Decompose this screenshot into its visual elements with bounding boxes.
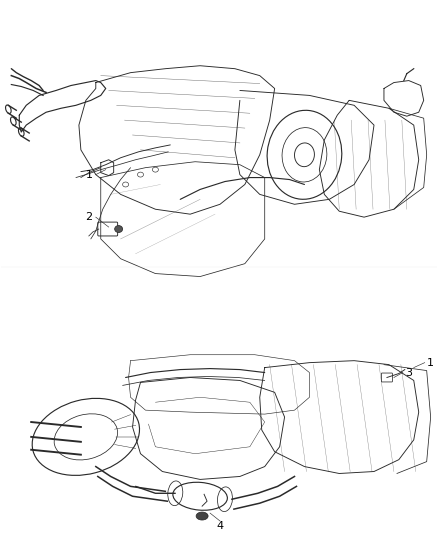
Text: 1: 1 bbox=[85, 169, 92, 180]
Text: 2: 2 bbox=[85, 212, 92, 222]
Text: 4: 4 bbox=[216, 521, 223, 531]
Text: 3: 3 bbox=[405, 368, 412, 377]
Ellipse shape bbox=[196, 512, 208, 520]
Ellipse shape bbox=[115, 225, 123, 232]
Text: 1: 1 bbox=[427, 358, 434, 368]
